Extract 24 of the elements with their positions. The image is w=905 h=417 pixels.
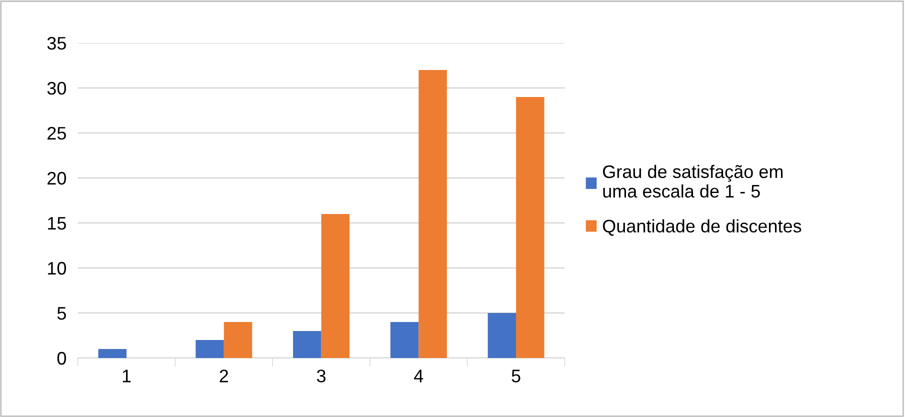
y-tick-label: 30 xyxy=(47,82,66,95)
x-tick-label: 3 xyxy=(316,370,326,382)
y-tick-label: 15 xyxy=(48,217,66,230)
legend-label: Quantidade de discentes xyxy=(602,219,802,236)
bar xyxy=(293,330,322,358)
y-tick-label: 10 xyxy=(48,262,66,275)
bar xyxy=(196,340,224,358)
bar xyxy=(390,322,419,358)
bar xyxy=(321,214,350,358)
y-tick-label: 25 xyxy=(48,126,66,140)
legend-label: Grau de satisfação em uma escala de 1 - 5 xyxy=(602,164,783,198)
x-tick-label: 2 xyxy=(220,370,228,382)
y-tick-label: 5 xyxy=(57,307,66,320)
bar xyxy=(224,322,252,358)
bar xyxy=(418,70,447,358)
x-tick-label: 5 xyxy=(512,370,520,382)
x-tick-label: 4 xyxy=(414,370,424,382)
bar xyxy=(488,312,516,358)
x-tick-label: 1 xyxy=(122,370,131,382)
bar xyxy=(516,96,544,358)
y-tick-label: 20 xyxy=(48,172,66,185)
y-tick-label: 35 xyxy=(47,36,66,50)
y-tick-label: 0 xyxy=(57,352,66,365)
bar xyxy=(98,348,127,358)
